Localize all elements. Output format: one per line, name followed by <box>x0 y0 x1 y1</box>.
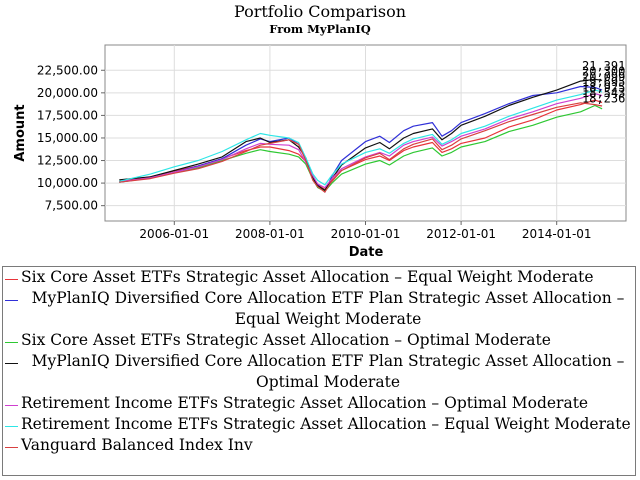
legend-label: MyPlanIQ Diversified Core Allocation ETF… <box>31 352 625 391</box>
legend-label: Retirement Income ETFs Strategic Asset A… <box>21 394 589 412</box>
series-line-7 <box>119 102 603 193</box>
legend-swatch <box>5 405 18 406</box>
series-line-3 <box>119 104 603 192</box>
legend-item: MyPlanIQ Diversified Core Allocation ETF… <box>3 288 635 330</box>
chart-title: Portfolio Comparison <box>234 2 406 21</box>
end-value-label: 20,300 <box>582 64 625 78</box>
legend-item: Six Core Asset ETFs Strategic Asset Allo… <box>3 330 635 351</box>
legend-item: Retirement Income ETFs Strategic Asset A… <box>3 393 635 414</box>
portfolio-chart: Portfolio Comparison From MyPlanIQ 7,500… <box>13 2 627 260</box>
legend-swatch <box>5 363 18 364</box>
legend: Six Core Asset ETFs Strategic Asset Allo… <box>2 266 636 476</box>
end-value-label: 20,099 <box>582 70 625 84</box>
end-value-label: 18,236 <box>582 91 625 105</box>
y-tick-label: 12,500.00 <box>37 154 98 168</box>
legend-item: Six Core Asset ETFs Strategic Asset Allo… <box>3 267 635 288</box>
legend-swatch <box>5 447 18 448</box>
end-value-label: 18,925 <box>582 81 625 95</box>
legend-item: MyPlanIQ Diversified Core Allocation ETF… <box>3 351 635 393</box>
legend-label: Six Core Asset ETFs Strategic Asset Allo… <box>21 331 551 349</box>
legend-item: Vanguard Balanced Index Inv <box>3 435 635 456</box>
chart-subtitle: From MyPlanIQ <box>269 22 371 36</box>
end-value-label: 19,695 <box>582 75 625 89</box>
legend-item: Retirement Income ETFs Strategic Asset A… <box>3 414 635 435</box>
end-value-label: 18,543 <box>582 86 625 100</box>
legend-swatch <box>5 300 18 301</box>
x-axis: 2006-01-01 2008-01-01 2010-01-01 2012-01-01… <box>139 221 592 241</box>
legend-label: MyPlanIQ Diversified Core Allocation ETF… <box>31 289 625 328</box>
y-tick-label: 22,500.00 <box>37 63 98 77</box>
end-value-labels: 21,39120,30020,09919,69518,92518,54318,2… <box>582 59 625 105</box>
series-line-4 <box>119 78 603 191</box>
legend-swatch <box>5 342 18 343</box>
y-tick-label: 10,000.00 <box>37 176 98 190</box>
y-axis-label: Amount <box>13 104 28 161</box>
y-tick-label: 15,000.00 <box>37 131 98 145</box>
legend-swatch <box>5 279 18 280</box>
legend-label: Retirement Income ETFs Strategic Asset A… <box>21 415 631 433</box>
legend-swatch <box>5 426 18 427</box>
series-line-2 <box>119 85 603 193</box>
y-tick-label: 20,000.00 <box>37 86 98 100</box>
legend-label: Six Core Asset ETFs Strategic Asset Allo… <box>21 268 594 286</box>
legend-label: Vanguard Balanced Index Inv <box>21 436 253 454</box>
x-tick-label: 2008-01-01 <box>235 227 305 241</box>
x-tick-label: 2006-01-01 <box>139 227 209 241</box>
x-tick-label: 2014-01-01 <box>522 227 592 241</box>
end-value-label: 21,391 <box>582 59 625 73</box>
series-line-6 <box>119 89 603 186</box>
x-tick-label: 2010-01-01 <box>331 227 401 241</box>
series-lines <box>119 78 603 193</box>
x-tick-label: 2012-01-01 <box>426 227 496 241</box>
y-tick-label: 17,500.00 <box>37 108 98 122</box>
y-axis: 7,500.00 10,000.00 12,500.00 15,000.00 17,50… <box>37 63 105 213</box>
x-axis-label: Date <box>349 245 384 260</box>
grid-lines <box>105 45 626 221</box>
series-line-5 <box>119 93 603 189</box>
y-tick-label: 7,500.00 <box>45 199 98 213</box>
